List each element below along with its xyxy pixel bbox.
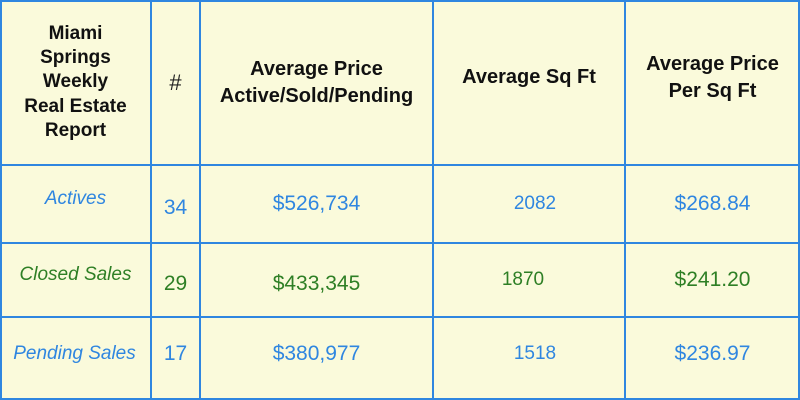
count-header-cell: # bbox=[151, 0, 200, 165]
row-label: Actives bbox=[44, 188, 107, 209]
row-label: Pending Sales bbox=[13, 342, 136, 364]
price-sqft-cell: $241.20 bbox=[625, 243, 800, 317]
price-sqft-value: $236.97 bbox=[674, 341, 751, 365]
table-row-actives: Actives 34 $526,734 2082 $268.84 bbox=[0, 165, 800, 243]
table-row-closed-sales: Closed Sales 29 $433,345 1870 $241.20 bbox=[0, 243, 800, 317]
count-value: 29 bbox=[163, 272, 188, 295]
column-divider bbox=[624, 0, 626, 400]
avg-sqft-header-cell: Average Sq Ft bbox=[433, 0, 625, 165]
count-cell: 34 bbox=[151, 165, 200, 243]
price-sqft-cell: $236.97 bbox=[625, 317, 800, 400]
avg-sqft-value: 2082 bbox=[513, 193, 557, 214]
avg-sqft-value: 1870 bbox=[501, 269, 545, 290]
column-divider bbox=[199, 0, 201, 400]
row-label-cell: Pending Sales bbox=[0, 317, 151, 400]
report-title: Miami Springs Weekly Real Estate Report bbox=[24, 22, 127, 141]
header-row: Miami Springs Weekly Real Estate Report … bbox=[0, 0, 800, 165]
table-border-top bbox=[0, 0, 800, 2]
row-divider bbox=[0, 242, 800, 244]
avg-price-value: $380,977 bbox=[272, 341, 361, 365]
avg-sqft-header: Average Sq Ft bbox=[462, 66, 596, 89]
row-label-cell: Actives bbox=[0, 165, 151, 243]
count-cell: 17 bbox=[151, 317, 200, 400]
table-border-right bbox=[798, 0, 800, 400]
avg-price-sqft-header-cell: Average Price Per Sq Ft bbox=[625, 0, 800, 165]
count-cell: 29 bbox=[151, 243, 200, 317]
row-divider bbox=[0, 164, 800, 166]
avg-price-cell: $433,345 bbox=[200, 243, 433, 317]
avg-sqft-cell: 1518 bbox=[433, 317, 625, 400]
row-divider bbox=[0, 316, 800, 318]
avg-sqft-cell: 1870 bbox=[433, 243, 625, 317]
table-row-pending-sales: Pending Sales 17 $380,977 1518 $236.97 bbox=[0, 317, 800, 400]
count-value: 34 bbox=[163, 196, 188, 219]
avg-sqft-value: 1518 bbox=[513, 342, 557, 364]
price-sqft-value: $241.20 bbox=[674, 268, 751, 291]
avg-price-sqft-header: Average Price Per Sq Ft bbox=[646, 52, 779, 102]
table-border-bottom bbox=[0, 398, 800, 400]
avg-price-cell: $526,734 bbox=[200, 165, 433, 243]
avg-price-header: Average Price Active/Sold/Pending bbox=[219, 57, 414, 107]
row-label: Closed Sales bbox=[19, 264, 132, 285]
avg-price-value: $526,734 bbox=[272, 192, 361, 215]
count-value: 17 bbox=[163, 341, 188, 365]
price-sqft-cell: $268.84 bbox=[625, 165, 800, 243]
avg-price-value: $433,345 bbox=[272, 272, 361, 295]
count-header: # bbox=[169, 69, 182, 95]
price-sqft-value: $268.84 bbox=[674, 192, 751, 215]
avg-sqft-cell: 2082 bbox=[433, 165, 625, 243]
table-border-left bbox=[0, 0, 2, 400]
row-label-cell: Closed Sales bbox=[0, 243, 151, 317]
avg-price-cell: $380,977 bbox=[200, 317, 433, 400]
column-divider bbox=[432, 0, 434, 400]
column-divider bbox=[150, 0, 152, 400]
report-title-cell: Miami Springs Weekly Real Estate Report bbox=[0, 0, 151, 165]
avg-price-header-cell: Average Price Active/Sold/Pending bbox=[200, 0, 433, 165]
